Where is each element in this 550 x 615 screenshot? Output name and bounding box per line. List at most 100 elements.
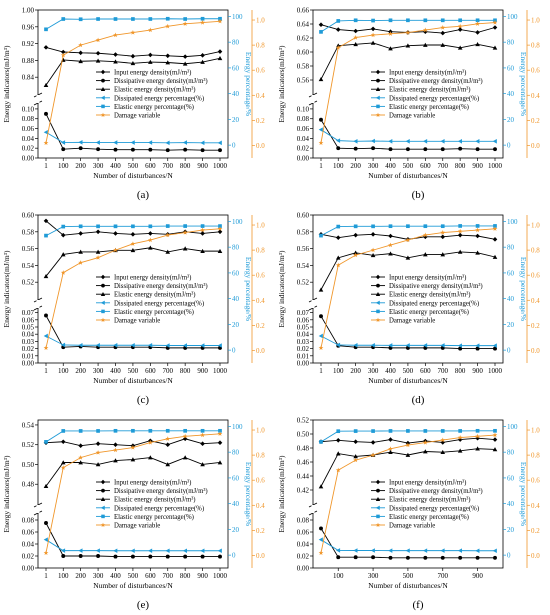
- x-tick-label: 900: [472, 367, 483, 375]
- legend-bg: [369, 298, 491, 307]
- data-point: [148, 52, 153, 58]
- x-tick-label: 200: [75, 572, 86, 580]
- data-point: [60, 460, 66, 465]
- legend-item: Elastic energy percentage(%): [389, 104, 469, 111]
- data-point: [440, 252, 446, 257]
- y-right-pct-axis-title: Energy percentage/%: [519, 52, 528, 116]
- legend-item: Elastic energy density(mJ/m³): [389, 292, 471, 299]
- x-tick-label: 900: [472, 162, 483, 170]
- y-right-damage-tick-label: 0.2: [256, 527, 265, 535]
- y-right-pct-tick-label: 60: [232, 269, 240, 277]
- y-right-pct-tick-label: 40: [507, 90, 515, 98]
- data-point: [475, 346, 480, 351]
- data-point: [457, 448, 463, 453]
- data-point: [370, 440, 376, 445]
- legend-item: Elastic energy percentage(%): [114, 104, 194, 111]
- legend-bg: [369, 315, 491, 325]
- data-point: [78, 42, 84, 48]
- legend-marker: [376, 309, 380, 314]
- series-dissipative: [319, 117, 497, 152]
- data-point: [335, 467, 341, 473]
- data-point: [200, 548, 205, 554]
- data-point: [217, 56, 223, 61]
- data-point: [217, 226, 223, 231]
- x-tick-label: 1: [319, 162, 323, 170]
- data-point: [217, 460, 223, 465]
- data-point: [43, 345, 49, 350]
- data-point: [405, 147, 410, 152]
- x-tick-label: 600: [145, 162, 156, 170]
- legend-marker: [100, 95, 105, 100]
- legend-bg: [94, 477, 216, 487]
- data-point: [335, 45, 341, 50]
- legend-item: Dissipative energy density(mJ/m³): [114, 78, 208, 85]
- data-point: [200, 343, 205, 348]
- y-left-tick-label: 0.56: [22, 245, 35, 253]
- data-point: [492, 437, 498, 442]
- data-point: [217, 431, 223, 436]
- y-right-pct-tick-label: 80: [507, 449, 515, 457]
- data-point: [492, 343, 497, 348]
- data-point: [457, 138, 463, 144]
- series-damage: [43, 431, 223, 555]
- data-point: [388, 18, 393, 23]
- data-point: [388, 147, 393, 152]
- data-point: [423, 252, 428, 257]
- y-left-tick-label: 1.00: [22, 7, 35, 15]
- data-point: [319, 314, 323, 319]
- series-damage: [43, 18, 223, 145]
- y-left-tick-label: 0.42: [297, 487, 310, 495]
- data-point: [475, 30, 480, 35]
- data-point: [61, 429, 66, 433]
- data-point: [335, 548, 341, 553]
- data-point: [440, 138, 445, 144]
- data-point: [113, 140, 118, 145]
- legend-marker: [376, 78, 380, 83]
- x-tick-label: 300: [368, 162, 379, 170]
- data-point: [457, 548, 463, 553]
- data-point: [335, 27, 341, 32]
- data-point: [406, 18, 410, 23]
- data-point: [61, 554, 66, 558]
- legend-marker: [375, 522, 381, 527]
- data-point: [423, 18, 428, 23]
- data-point: [217, 229, 223, 235]
- chart-panel-a: 0.840.880.920.961.000.000.020.040.060.08…: [2, 7, 265, 202]
- legend-bg: [94, 289, 216, 299]
- x-tick-label: 800: [180, 572, 191, 580]
- data-point: [43, 333, 48, 339]
- x-tick-label: 100: [333, 572, 344, 580]
- data-point: [200, 148, 205, 153]
- data-point: [371, 146, 376, 151]
- x-tick-label: 900: [197, 367, 208, 375]
- y-right-pct-tick-label: 0: [232, 347, 236, 355]
- data-point: [319, 440, 323, 444]
- data-point: [148, 224, 153, 229]
- data-point: [130, 232, 136, 237]
- data-point: [370, 232, 376, 237]
- series-dissipative: [319, 526, 497, 560]
- data-point: [475, 147, 480, 152]
- x-tick-label: 500: [128, 367, 139, 375]
- data-point: [60, 252, 66, 257]
- y-right-pct-tick-label: 40: [507, 500, 515, 508]
- y-right-pct-tick-label: 80: [507, 244, 515, 252]
- data-point: [165, 343, 170, 348]
- y-right-pct-axis-title: Energy percentage/%: [244, 257, 253, 321]
- data-point: [388, 46, 393, 51]
- data-point: [440, 30, 446, 36]
- data-point: [217, 440, 223, 446]
- data-point: [95, 229, 101, 235]
- data-point: [318, 287, 324, 292]
- axis-break-gap: [36, 300, 40, 308]
- legend-item: Input energy density(mJ/m³): [114, 275, 191, 282]
- y-left-tick-label: 0.54: [22, 262, 35, 270]
- data-point: [200, 224, 205, 228]
- x-tick-label: 400: [110, 367, 121, 375]
- legend-marker: [100, 497, 106, 501]
- axis-break-gap: [311, 95, 315, 103]
- data-point: [440, 42, 446, 47]
- legend-item: Dissipative energy density(mJ/m³): [389, 78, 483, 85]
- y-right-pct-tick-label: 40: [507, 295, 515, 303]
